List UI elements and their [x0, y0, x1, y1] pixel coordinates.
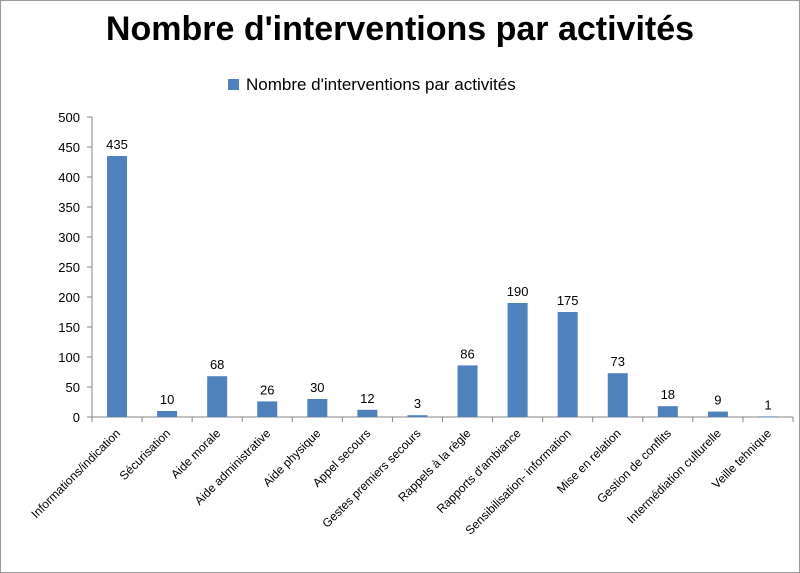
bar [357, 409, 378, 417]
bar [257, 401, 278, 417]
y-tick-label: 350 [58, 200, 80, 215]
bar [157, 411, 178, 417]
bar [557, 312, 578, 417]
bar [307, 399, 328, 417]
y-tick-label: 300 [58, 230, 80, 245]
y-tick-label: 200 [58, 290, 80, 305]
y-tick-label: 400 [58, 170, 80, 185]
data-label: 26 [260, 382, 274, 397]
data-label: 175 [557, 293, 579, 308]
bar [107, 156, 128, 417]
data-label: 73 [611, 354, 625, 369]
data-label: 9 [714, 393, 721, 408]
y-tick-label: 250 [58, 260, 80, 275]
category-label: Informations/indication [28, 426, 123, 521]
legend-swatch [228, 79, 239, 90]
category-label: Rapports d'ambiance [434, 426, 524, 516]
chart-title: Nombre d'interventions par activités [105, 10, 695, 48]
bar [707, 411, 728, 417]
bar [607, 373, 628, 417]
category-label: Intermédiation culturelle [624, 426, 724, 526]
y-tick-label: 50 [66, 380, 80, 395]
bar [457, 365, 478, 417]
data-label: 30 [310, 380, 324, 395]
data-label: 190 [507, 284, 529, 299]
legend-label: Nombre d'interventions par activités [246, 75, 516, 94]
data-label: 86 [460, 346, 474, 361]
data-label: 18 [661, 387, 675, 402]
data-label: 1 [764, 397, 771, 412]
y-tick-label: 150 [58, 320, 80, 335]
y-tick-label: 100 [58, 350, 80, 365]
data-label: 3 [414, 396, 421, 411]
bar [207, 376, 228, 417]
data-label: 12 [360, 391, 374, 406]
bar [507, 303, 528, 417]
y-tick-label: 500 [58, 110, 80, 125]
bar [407, 415, 428, 417]
data-label: 10 [160, 392, 174, 407]
y-tick-label: 450 [58, 140, 80, 155]
bar [657, 406, 678, 417]
category-label: Gestes premiers secours [319, 426, 423, 530]
data-label: 68 [210, 357, 224, 372]
category-label: Sécurisation [117, 426, 174, 483]
y-tick-label: 0 [73, 410, 80, 425]
data-label: 435 [106, 137, 128, 152]
bar [757, 416, 778, 417]
